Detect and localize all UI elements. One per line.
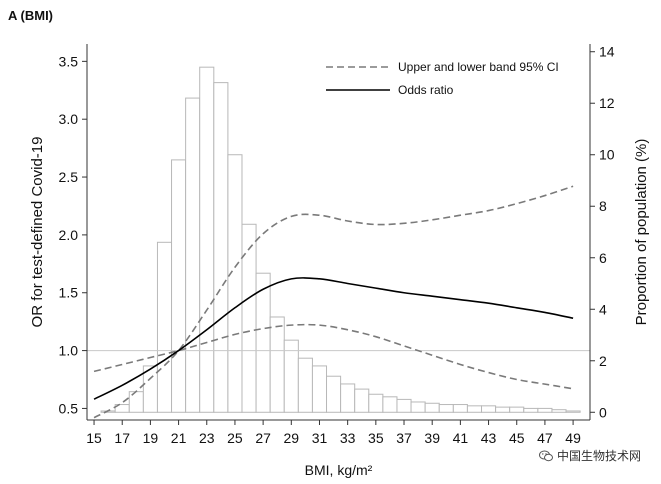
legend-label: Odds ratio bbox=[398, 83, 454, 97]
histogram-bar bbox=[551, 409, 567, 413]
x-tick-label: 35 bbox=[368, 430, 384, 446]
x-tick-label: 17 bbox=[114, 430, 130, 446]
y-right-tick-label: 14 bbox=[599, 44, 615, 60]
x-tick-label: 37 bbox=[396, 430, 412, 446]
histogram-bar bbox=[269, 316, 285, 413]
y-right-tick-label: 0 bbox=[599, 404, 607, 420]
wechat-icon bbox=[538, 450, 553, 461]
x-axis-title: BMI, kg/m² bbox=[305, 462, 373, 478]
x-tick-label: 21 bbox=[171, 430, 187, 446]
watermark-text: 中国生物技术网 bbox=[556, 449, 641, 463]
histogram-bar bbox=[368, 393, 384, 413]
histogram-bar bbox=[452, 404, 468, 413]
legend-label: Upper and lower band 95% CI bbox=[398, 60, 559, 74]
y-right-tick-label: 8 bbox=[599, 198, 607, 214]
histogram-bar bbox=[227, 154, 243, 413]
x-tick-label: 47 bbox=[537, 430, 553, 446]
histogram-bar bbox=[481, 405, 497, 413]
ci-band-upper-line bbox=[93, 185, 574, 419]
x-tick-label: 49 bbox=[565, 430, 581, 446]
x-tick-label: 15 bbox=[86, 430, 102, 446]
histogram-bar bbox=[199, 66, 215, 413]
histogram-bar bbox=[326, 375, 342, 413]
y-right-axis-title: Proportion of population (%) bbox=[633, 139, 650, 326]
watermark: 中国生物技术网 bbox=[538, 447, 641, 464]
legend: Upper and lower band 95% CI Odds ratio bbox=[326, 60, 559, 97]
x-tick-label: 45 bbox=[509, 430, 525, 446]
histogram-bar bbox=[424, 402, 440, 413]
y-left-tick-label: 1.5 bbox=[59, 285, 79, 301]
axes: 15 17 19 21 23 25 27 29 31 33 35 37 39 41 43 45 47 49 0.5 1… bbox=[29, 44, 650, 478]
histogram-bar bbox=[537, 407, 553, 413]
y-right-tick-label: 6 bbox=[599, 250, 607, 266]
y-left-tick-label: 1.0 bbox=[59, 343, 79, 359]
y-right-tick-label: 10 bbox=[599, 147, 615, 163]
x-tick-label: 41 bbox=[453, 430, 469, 446]
x-tick-label: 43 bbox=[481, 430, 497, 446]
panel-label: A (BMI) bbox=[8, 8, 54, 23]
histogram-bar bbox=[509, 406, 525, 413]
histogram-bar bbox=[156, 241, 173, 413]
histogram-bar bbox=[382, 396, 398, 413]
x-tick-label: 27 bbox=[255, 430, 271, 446]
y-right-tick-label: 12 bbox=[599, 95, 615, 111]
x-tick-label: 23 bbox=[199, 430, 215, 446]
y-left-tick-label: 3.0 bbox=[59, 111, 79, 127]
y-left-axis-title: OR for test-defined Covid-19 bbox=[29, 137, 46, 328]
histogram-bar bbox=[565, 410, 581, 413]
y-left-tick-label: 2.5 bbox=[59, 169, 79, 185]
x-tick-label: 29 bbox=[284, 430, 300, 446]
histogram-bar bbox=[213, 82, 229, 413]
histogram-bar bbox=[311, 365, 328, 413]
x-tick-label: 31 bbox=[312, 430, 328, 446]
y-right-tick-label: 2 bbox=[599, 353, 607, 369]
x-tick-label: 33 bbox=[340, 430, 356, 446]
y-left-tick-label: 3.5 bbox=[59, 53, 79, 69]
histogram-bar bbox=[171, 159, 187, 413]
y-right-tick-label: 4 bbox=[599, 301, 607, 317]
histogram-bar bbox=[185, 97, 201, 413]
histogram-bar bbox=[495, 406, 511, 413]
histogram-bar bbox=[410, 401, 426, 413]
histogram-bar bbox=[354, 388, 370, 413]
histogram-bar bbox=[523, 407, 539, 413]
odds-ratio-line bbox=[93, 277, 574, 400]
x-tick-label: 19 bbox=[143, 430, 159, 446]
histogram-bar bbox=[255, 272, 271, 413]
histogram-bar bbox=[438, 404, 454, 413]
or-curves bbox=[93, 185, 574, 419]
x-tick-label: 39 bbox=[424, 430, 440, 446]
x-tick-label: 25 bbox=[227, 430, 243, 446]
y-left-tick-label: 0.5 bbox=[59, 400, 79, 416]
histogram-bar bbox=[340, 383, 356, 413]
histogram-bar bbox=[241, 223, 257, 413]
ci-band-lower-line bbox=[93, 323, 574, 390]
histogram-bars bbox=[100, 66, 581, 413]
histogram-bar bbox=[466, 405, 483, 413]
histogram-bar bbox=[396, 398, 412, 413]
y-left-tick-label: 2.0 bbox=[59, 227, 79, 243]
histogram-bar bbox=[297, 357, 313, 413]
